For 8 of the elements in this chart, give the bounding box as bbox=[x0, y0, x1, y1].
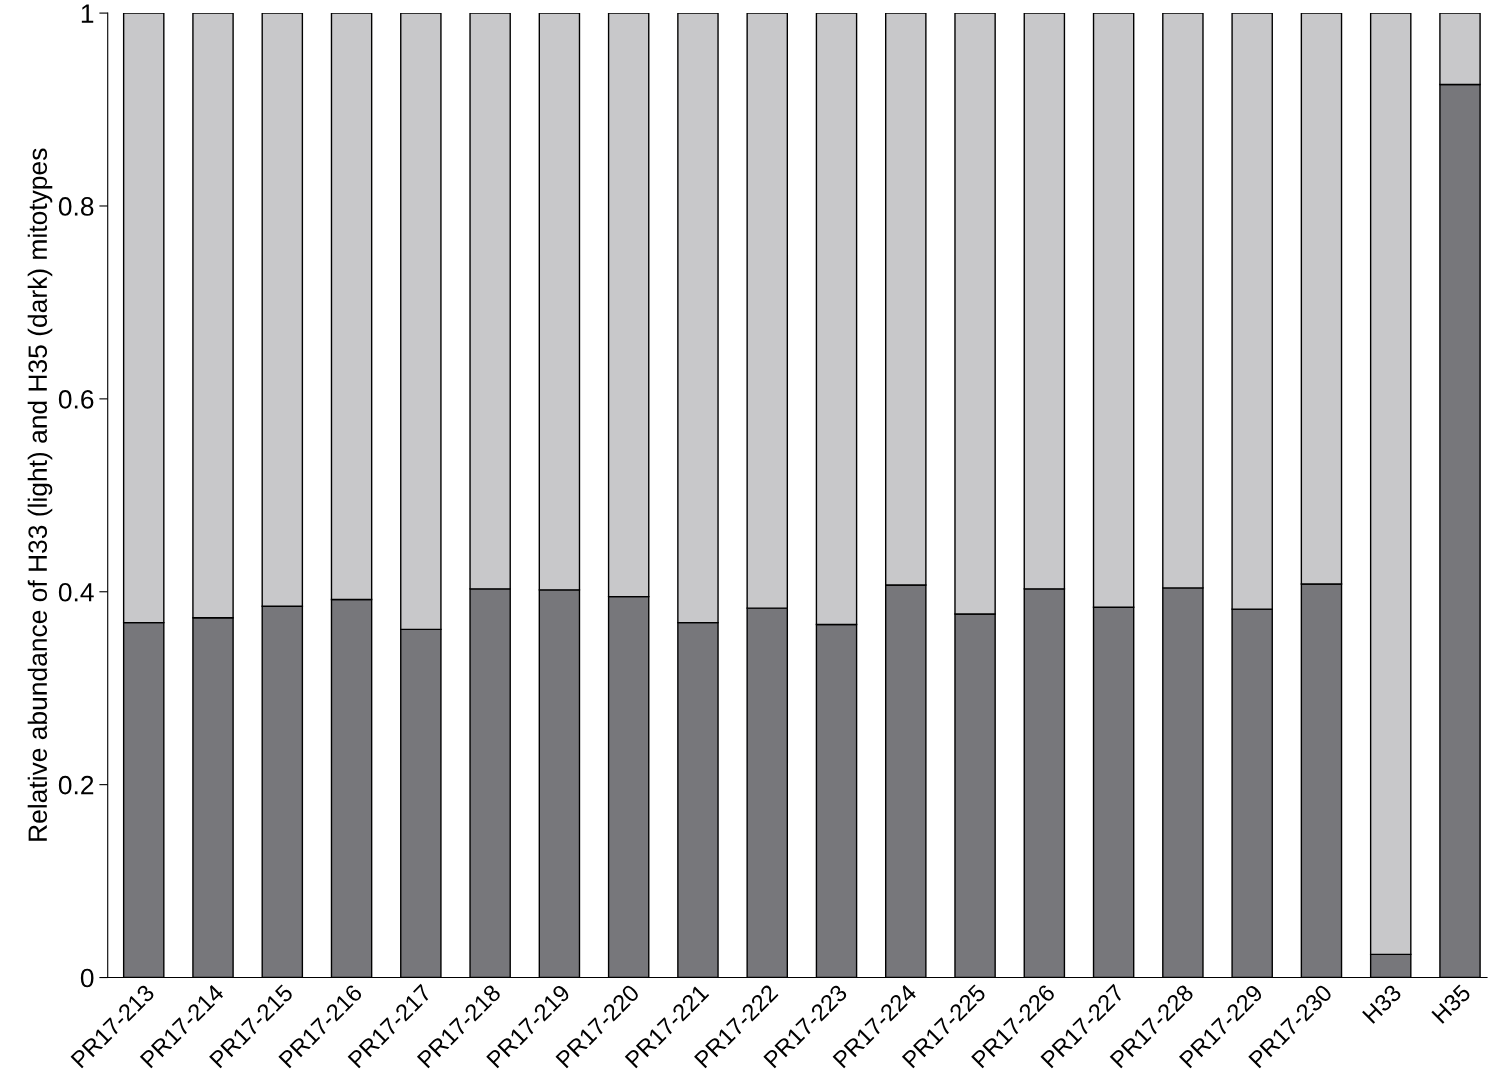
x-tick-label: H33 bbox=[1361, 983, 1403, 1024]
y-axis-title: Relative abundance of H33 (light) and H35 (dark) mitotypes bbox=[27, 148, 53, 841]
y-tick-label: 1 bbox=[81, 4, 94, 23]
y-tick-label: 0.2 bbox=[58, 775, 94, 795]
y-tick-label: 0.6 bbox=[58, 390, 94, 409]
x-tick-label: H35 bbox=[1431, 983, 1472, 1024]
y-tick-label: 0.8 bbox=[58, 197, 94, 216]
y-tick-label: 0.4 bbox=[58, 582, 94, 602]
